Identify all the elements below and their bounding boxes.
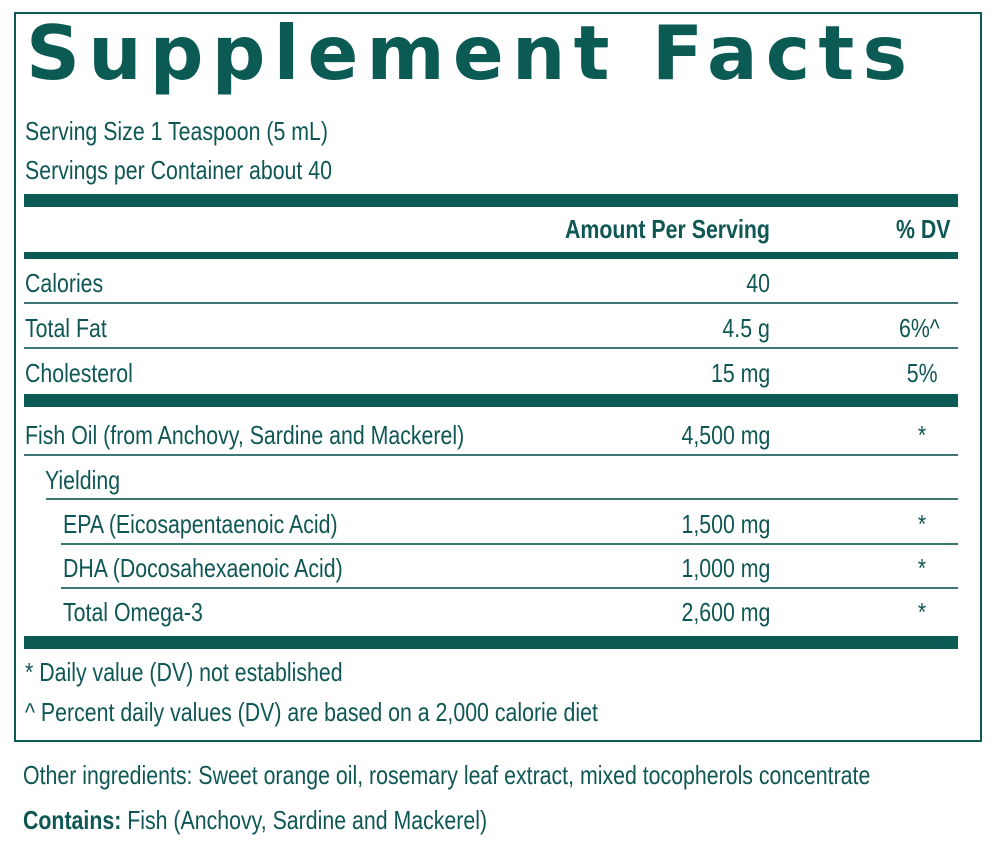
- footnote-calorie-diet: ^ Percent daily values (DV) are based on…: [25, 697, 598, 727]
- footnote-dv-not-established: * Daily value (DV) not established: [25, 657, 343, 687]
- contains-label: Contains:: [23, 805, 122, 835]
- nutrient-name: Cholesterol: [25, 358, 133, 388]
- nutrient-name: Total Fat: [25, 313, 107, 343]
- nutrient-dv: 5%: [907, 358, 938, 388]
- servings-per-container: Servings per Container about 40: [25, 155, 332, 185]
- header-amount-per-serving: Amount Per Serving: [565, 214, 770, 244]
- contains-text: Fish (Anchovy, Sardine and Mackerel): [121, 805, 488, 835]
- thick-divider: [24, 394, 958, 407]
- thick-divider: [24, 194, 958, 207]
- ingredient-amount: 4,500 mg: [681, 420, 770, 450]
- nutrient-dv: 6%^: [899, 313, 940, 343]
- row-divider: [61, 543, 958, 545]
- ingredient-dv: *: [917, 553, 926, 583]
- ingredient-name: Yielding: [45, 465, 121, 495]
- nutrient-amount: 4.5 g: [722, 313, 770, 343]
- contains-allergens: Contains: Fish (Anchovy, Sardine and Mac…: [23, 805, 487, 835]
- ingredient-name: Fish Oil (from Anchovy, Sardine and Mack…: [25, 420, 465, 450]
- serving-size: Serving Size 1 Teaspoon (5 mL): [25, 116, 328, 146]
- header-percent-dv: % DV: [895, 214, 950, 244]
- ingredient-dv: *: [917, 420, 926, 450]
- ingredient-name: Total Omega-3: [63, 597, 203, 627]
- ingredient-dv: *: [917, 509, 926, 539]
- nutrient-amount: 40: [746, 268, 770, 298]
- panel-title: Supplement Facts: [26, 9, 916, 97]
- row-divider: [46, 498, 958, 500]
- supplement-facts-panel: [14, 12, 982, 742]
- nutrient-name: Calories: [25, 268, 104, 298]
- nutrient-amount: 15 mg: [710, 358, 770, 388]
- ingredient-dv: *: [917, 597, 926, 627]
- row-divider: [24, 454, 958, 456]
- ingredient-amount: 2,600 mg: [681, 597, 770, 627]
- ingredient-amount: 1,000 mg: [681, 553, 770, 583]
- ingredient-name: DHA (Docosahexaenoic Acid): [63, 553, 343, 583]
- row-divider: [61, 587, 958, 589]
- thick-divider: [24, 636, 958, 649]
- row-divider: [24, 347, 958, 349]
- medium-divider: [24, 252, 958, 259]
- other-ingredients: Other ingredients: Sweet orange oil, ros…: [23, 760, 871, 790]
- ingredient-name: EPA (Eicosapentaenoic Acid): [63, 509, 338, 539]
- ingredient-amount: 1,500 mg: [681, 509, 770, 539]
- row-divider: [24, 302, 958, 304]
